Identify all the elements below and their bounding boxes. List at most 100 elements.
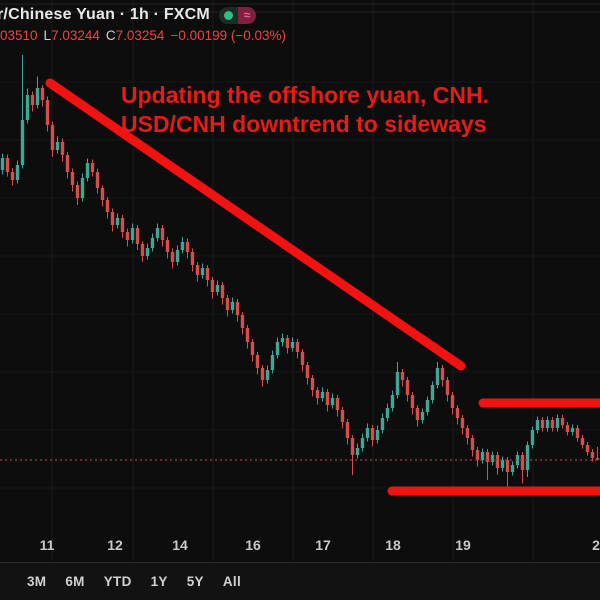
candle-body [570, 428, 575, 432]
timeframe-toolbar: 3M 6M YTD 1Y 5Y All [0, 562, 600, 600]
grid-lines [0, 0, 600, 561]
candle-body [145, 248, 150, 256]
candle-body [330, 398, 335, 405]
candle-body [425, 400, 430, 412]
candle-body [515, 455, 520, 465]
candle-body [395, 372, 400, 395]
annotation-line-2: USD/CNH downtrend to sideways [121, 111, 487, 137]
candle-body [180, 242, 185, 250]
candle-body [370, 428, 375, 440]
downtrend-line-drawing[interactable] [45, 78, 466, 371]
annotation-line-1: Updating the offshore yuan, CNH. [121, 82, 489, 108]
candle-body [550, 420, 555, 428]
delayed-data-icon: ≈ [237, 6, 256, 24]
candle-body [110, 212, 115, 225]
timeframe-ytd-button[interactable]: YTD [103, 574, 132, 589]
candle-body [200, 268, 205, 275]
candle-body [195, 265, 200, 275]
candle-body [65, 155, 70, 172]
timeframe-5y-button[interactable]: 5Y [186, 574, 204, 589]
candle-body [120, 218, 125, 232]
candle-body [375, 430, 380, 440]
candle-body [140, 244, 145, 256]
candle-body [340, 410, 345, 422]
candle-body [295, 342, 300, 352]
candle-body [235, 302, 240, 315]
ohlc-values-row: 03510 L7.03244 C7.03254 −0.00199 (−0.03%… [0, 28, 286, 43]
candle-body [220, 285, 225, 298]
candle-body [275, 342, 280, 355]
timeframe-all-button[interactable]: All [222, 574, 242, 589]
candle-body [210, 280, 215, 292]
candle-body [470, 438, 475, 450]
candle-body [45, 100, 50, 125]
timeframe-3m-button[interactable]: 3M [27, 574, 47, 589]
candle-body [415, 408, 420, 420]
candle-body [460, 418, 465, 428]
candle-body [345, 422, 350, 438]
candle-body [510, 465, 515, 472]
candle-body [555, 418, 560, 428]
candle-body [185, 242, 190, 252]
high-value-partial: 03510 [0, 28, 38, 43]
x-axis-label: 18 [385, 537, 401, 553]
x-axis-label: 17 [315, 537, 331, 553]
candle-body [265, 370, 270, 380]
low-value: L7.03244 [43, 28, 100, 43]
text-annotation[interactable]: Updating the offshore yuan, CNH. USD/CNH… [121, 81, 489, 139]
candle-body [500, 460, 505, 468]
candle-body [390, 395, 395, 408]
candle-body [525, 445, 530, 470]
symbol-title[interactable]: r/Chinese Yuan · 1h · FXCM [0, 6, 210, 23]
candle-body [35, 88, 40, 105]
candle-body [595, 458, 600, 460]
candle-body [450, 395, 455, 408]
candle-body [125, 232, 130, 240]
candle-body [355, 448, 360, 455]
candle-body [285, 338, 290, 348]
x-axis-label: 2 [592, 537, 600, 553]
candle-body [520, 455, 525, 470]
candle-body [540, 420, 545, 428]
candle-body [580, 438, 585, 445]
candle-body [205, 268, 210, 280]
candle-body [20, 120, 25, 165]
candle-body [475, 450, 480, 460]
chart-legend: r/Chinese Yuan · 1h · FXCM ≈ 03510 L7.03… [0, 5, 286, 43]
candle-body [170, 252, 175, 262]
candle-body [315, 390, 320, 398]
candle-body [30, 95, 35, 105]
time-axis[interactable]: 11 12 14 16 17 18 19 2 [0, 535, 600, 559]
candle-body [165, 240, 170, 252]
candle-body [15, 165, 20, 180]
candle-body [445, 380, 450, 395]
candle-body [115, 218, 120, 225]
candle-body [25, 95, 30, 120]
x-axis-label: 11 [39, 537, 55, 553]
candle-body [410, 395, 415, 408]
timeframe-1y-button[interactable]: 1Y [150, 574, 168, 589]
market-status-toggle[interactable]: ≈ [218, 6, 256, 24]
candlestick-series [0, 55, 600, 487]
candle-body [485, 452, 490, 462]
candle-body [430, 385, 435, 400]
timeframe-6m-button[interactable]: 6M [65, 574, 85, 589]
candle-body [155, 228, 160, 238]
candle-body [535, 420, 540, 430]
candle-body [50, 125, 55, 150]
candle-body [435, 368, 440, 385]
candle-body [70, 172, 75, 185]
candle-body [365, 428, 370, 438]
candle-body [60, 142, 65, 155]
candle-body [105, 200, 110, 212]
candle-body [130, 228, 135, 240]
candle-body [575, 428, 580, 438]
candle-body [560, 418, 565, 425]
candle-body [300, 352, 305, 365]
candle-body [55, 142, 60, 150]
candle-body [495, 455, 500, 468]
candle-body [385, 408, 390, 418]
candle-body [290, 342, 295, 348]
candle-body [215, 285, 220, 292]
